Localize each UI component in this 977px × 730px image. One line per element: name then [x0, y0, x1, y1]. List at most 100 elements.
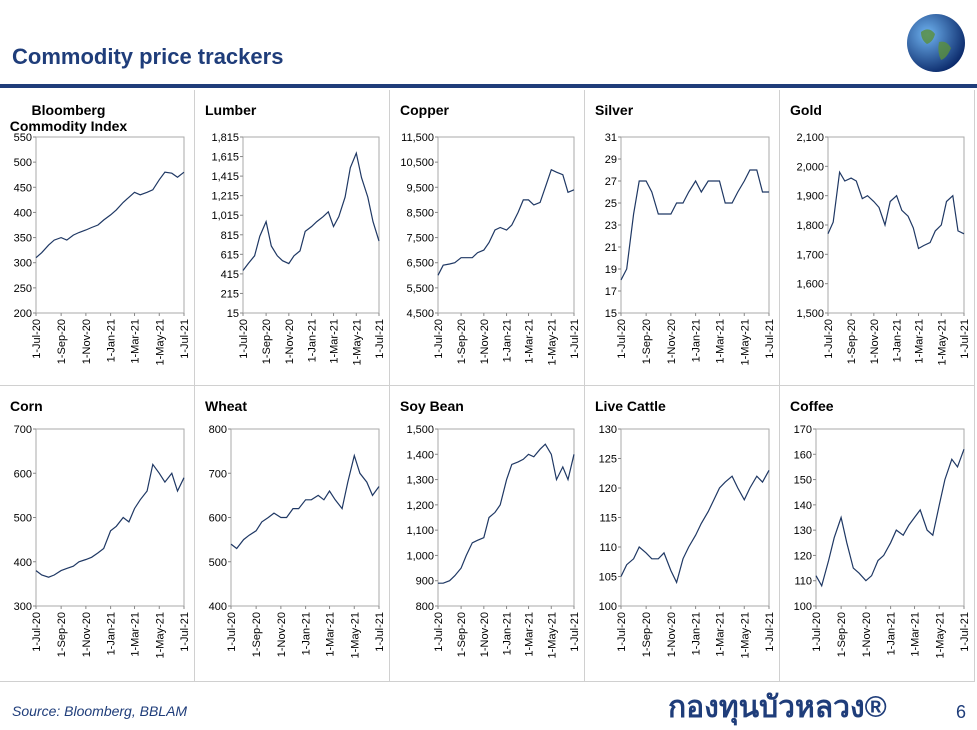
y-tick-label: 8,500	[406, 207, 434, 219]
y-tick-label: 150	[794, 475, 812, 487]
x-tick-label: 1-Jul-21	[959, 612, 971, 652]
chart-title: Wheat	[205, 398, 247, 414]
chart: 200 250 300 350 400 450 500 550 1-Jul-20 1-Sep-20…	[14, 132, 191, 365]
x-tick-label: 1-Jul-20	[616, 612, 628, 652]
x-tick-label: 1-Sep-20	[641, 612, 653, 657]
x-tick-label: 1-Mar-21	[914, 319, 926, 364]
x-tick-label: 1-Mar-21	[130, 612, 142, 657]
chart: 4,500 5,500 6,500 7,500 8,500 9,500 10,500 11,5…	[400, 132, 581, 365]
x-tick-label: 1-Jul-20	[433, 319, 445, 359]
chart-panel: 300 400 500 600 700 1-Jul-20 1-Sep-20 1-Nov-20 1…	[0, 386, 195, 682]
x-tick-label: 1-Sep-20	[261, 319, 273, 364]
y-tick-label: 1,215	[211, 191, 239, 203]
header-rule	[0, 84, 977, 88]
x-tick-label: 1-Jul-21	[569, 612, 581, 652]
y-tick-label: 17	[605, 286, 617, 298]
x-tick-label: 1-Sep-20	[641, 319, 653, 364]
x-tick-label: 1-Nov-20	[869, 319, 881, 364]
y-tick-label: 800	[209, 424, 227, 436]
price-line	[620, 169, 769, 281]
plot-frame	[815, 428, 965, 607]
x-tick-label: 1-Jan-21	[886, 612, 898, 655]
chart: 400 500 600 700 800 1-Jul-20 1-Sep-20 1-Nov-20 1…	[209, 424, 386, 658]
y-tick-label: 900	[416, 576, 434, 588]
price-line	[438, 443, 575, 584]
plot-frame	[242, 136, 380, 314]
y-tick-label: 2,000	[796, 161, 824, 173]
x-tick-label: 1-May-21	[154, 319, 166, 365]
y-tick-label: 500	[14, 513, 32, 525]
x-tick-label: 1-Jan-21	[307, 319, 319, 362]
y-tick-label: 1,900	[796, 191, 824, 203]
x-tick-label: 1-Jan-21	[106, 612, 118, 655]
y-tick-label: 1,300	[406, 475, 434, 487]
y-tick-label: 350	[14, 233, 32, 245]
y-tick-label: 15	[605, 308, 617, 320]
y-tick-label: 215	[221, 288, 239, 300]
x-tick-label: 1-Mar-21	[910, 612, 922, 657]
y-tick-label: 110	[794, 576, 812, 588]
y-tick-label: 1,615	[211, 152, 239, 164]
page-number: 6	[956, 702, 967, 722]
chart-panel: 4,500 5,500 6,500 7,500 8,500 9,500 10,500 11,5…	[390, 90, 585, 386]
slide-title: Commodity price trackers	[12, 44, 284, 69]
y-tick-label: 450	[14, 182, 32, 194]
chart: 100 105 110 115 120 125 130 1-Jul-20 1-Sep-20 1-N…	[599, 424, 776, 658]
price-line	[620, 470, 770, 585]
chart: 1,500 1,600 1,700 1,800 1,900 2,000 2,100 1-Jul…	[796, 132, 971, 365]
y-tick-label: 110	[599, 542, 617, 554]
price-line	[35, 462, 185, 578]
y-tick-label: 6,500	[406, 258, 434, 270]
y-tick-label: 15	[227, 308, 239, 320]
y-tick-label: 160	[794, 449, 812, 461]
x-tick-label: 1-May-21	[739, 612, 751, 658]
chart-panel: 100 105 110 115 120 125 130 1-Jul-20 1-Sep-20 1-N…	[585, 386, 780, 682]
x-tick-label: 1-Jul-20	[31, 319, 43, 359]
y-tick-label: 7,500	[406, 233, 434, 245]
x-tick-label: 1-Sep-20	[836, 612, 848, 657]
y-tick-label: 415	[221, 269, 239, 281]
chart: 800 900 1,000 1,100 1,200 1,300 1,400 1,500 1-Ju…	[406, 424, 581, 658]
x-tick-label: 1-May-21	[936, 319, 948, 365]
plot-frame	[437, 428, 575, 607]
y-tick-label: 1,600	[796, 279, 824, 291]
y-tick-label: 1,415	[211, 171, 239, 183]
plot-frame	[35, 136, 185, 314]
x-tick-label: 1-May-21	[351, 319, 363, 365]
y-tick-label: 11,500	[401, 132, 434, 144]
y-tick-label: 1,015	[211, 210, 239, 222]
y-tick-label: 21	[605, 242, 617, 254]
y-tick-label: 400	[14, 557, 32, 569]
x-tick-label: 1-May-21	[349, 612, 361, 658]
price-line	[827, 170, 965, 250]
x-tick-label: 1-Jan-21	[502, 612, 514, 655]
x-tick-label: 1-Jul-21	[764, 612, 776, 652]
x-tick-label: 1-May-21	[154, 612, 166, 658]
x-tick-label: 1-May-21	[546, 319, 558, 365]
x-tick-label: 1-Jan-21	[892, 319, 904, 362]
y-tick-label: 130	[794, 525, 812, 537]
x-tick-label: 1-Nov-20	[81, 319, 93, 364]
y-tick-label: 27	[605, 176, 617, 188]
y-tick-label: 300	[14, 258, 32, 270]
y-tick-label: 250	[14, 283, 32, 295]
x-tick-label: 1-Mar-21	[130, 319, 142, 364]
y-tick-label: 1,000	[406, 550, 434, 562]
y-tick-label: 170	[794, 424, 812, 436]
y-tick-label: 200	[14, 308, 32, 320]
y-tick-label: 1,100	[406, 525, 434, 537]
y-tick-label: 815	[221, 230, 239, 242]
x-tick-label: 1-Jan-21	[301, 612, 313, 655]
chart-title: Lumber	[205, 102, 257, 118]
y-tick-label: 400	[209, 601, 227, 613]
y-tick-label: 700	[209, 468, 227, 480]
y-tick-label: 130	[599, 424, 617, 436]
x-tick-label: 1-Jul-20	[238, 319, 250, 359]
y-tick-label: 1,800	[796, 220, 824, 232]
x-tick-label: 1-Nov-20	[276, 612, 288, 657]
y-tick-label: 500	[14, 157, 32, 169]
y-tick-label: 100	[794, 601, 812, 613]
x-tick-label: 1-Jan-21	[691, 612, 703, 655]
y-tick-label: 500	[209, 557, 227, 569]
